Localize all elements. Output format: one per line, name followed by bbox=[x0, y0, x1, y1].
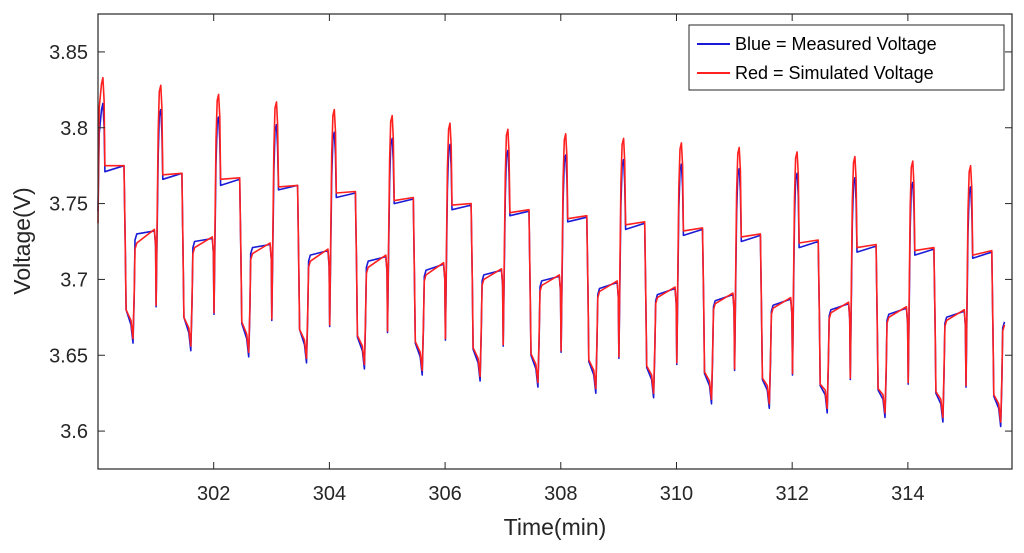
x-tick-label: 312 bbox=[775, 483, 808, 505]
x-tick-label: 308 bbox=[544, 483, 577, 505]
x-axis-title: Time(min) bbox=[504, 514, 607, 540]
y-axis: 3.6 3.65 3.7 3.75 3.8 3.85 bbox=[49, 42, 1012, 443]
y-tick-label: 3.6 bbox=[60, 421, 88, 443]
plot-frame bbox=[97, 13, 1013, 470]
legend-label-measured: Blue = Measured Voltage bbox=[735, 34, 937, 54]
legend-label-simulated: Red = Simulated Voltage bbox=[735, 63, 934, 83]
y-tick-label: 3.8 bbox=[60, 118, 88, 140]
x-axis: 302 304 306 308 310 312 314 bbox=[197, 14, 925, 505]
x-tick-label: 304 bbox=[313, 483, 346, 505]
y-tick-label: 3.75 bbox=[49, 194, 88, 216]
legend-box bbox=[688, 24, 1005, 91]
y-tick-label: 3.65 bbox=[49, 345, 88, 367]
y-axis-title: Voltage(V) bbox=[9, 187, 35, 294]
y-tick-label: 3.7 bbox=[60, 269, 88, 291]
simulated-voltage-line bbox=[97, 76, 1006, 423]
x-tick-label: 302 bbox=[197, 483, 230, 505]
legend: Blue = Measured Voltage Red = Simulated … bbox=[688, 24, 1005, 91]
x-tick-label: 314 bbox=[891, 483, 924, 505]
y-tick-label: 3.85 bbox=[49, 42, 88, 64]
x-tick-label: 310 bbox=[660, 483, 693, 505]
series-layer bbox=[97, 76, 1006, 428]
x-tick-label: 306 bbox=[428, 483, 461, 505]
